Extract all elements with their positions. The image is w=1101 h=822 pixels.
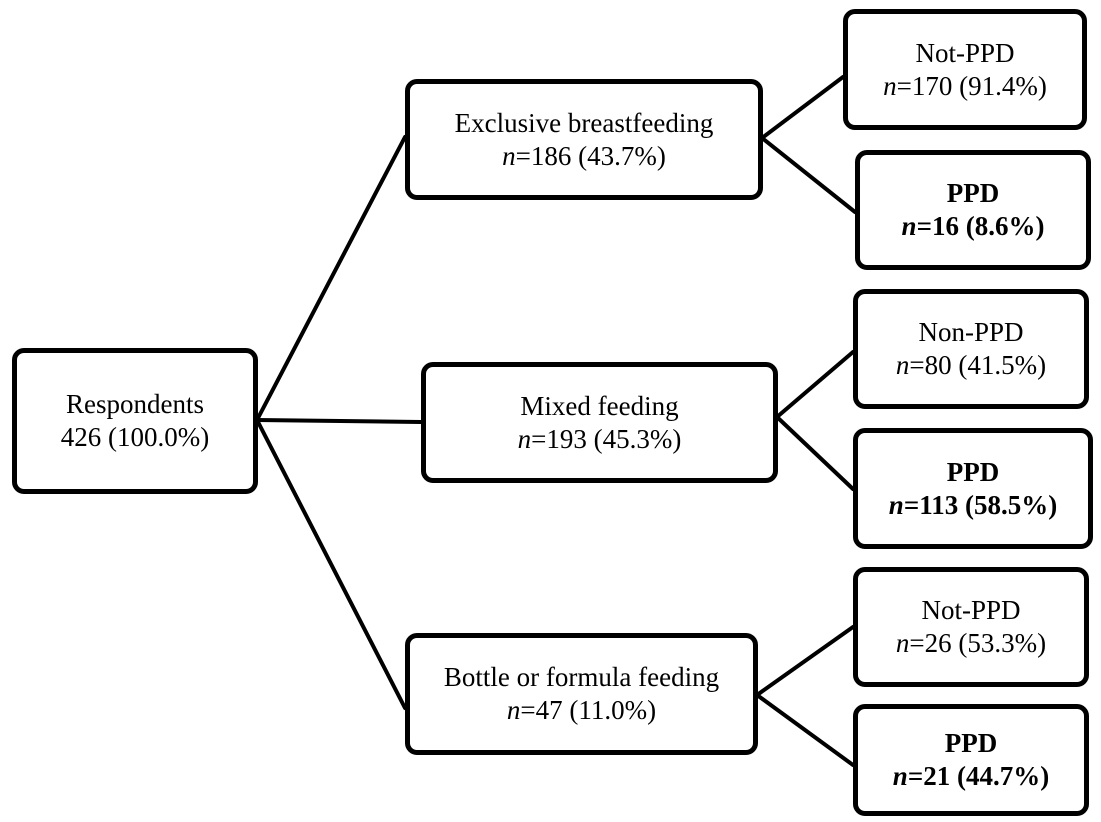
outcome-value: =21 (44.7%) (907, 761, 1050, 791)
n-symbol: n (892, 761, 908, 791)
connector-root-to-mixed (255, 418, 423, 424)
n-symbol: n (502, 140, 516, 171)
node-bottle-not-ppd: Not-PPD n=26 (53.3%) (853, 567, 1089, 687)
outcome-value: =170 (91.4%) (896, 70, 1047, 101)
node-bottle-label: Bottle or formula feeding (443, 662, 720, 693)
outcome-value: =113 (58.5%) (903, 489, 1058, 520)
node-bottle-formula-feeding: Bottle or formula feeding n=47 (11.0%) (405, 633, 758, 755)
node-exclusive-value: =186 (43.7%) (515, 140, 666, 171)
outcome-value: =26 (53.3%) (909, 628, 1047, 658)
node-mixed-ppd: PPD n=113 (58.5%) (853, 428, 1093, 549)
outcome-count: n=80 (41.5%) (896, 349, 1046, 382)
outcome-count: n=16 (8.6%) (902, 210, 1045, 243)
connector-exclusive-to-ppd (760, 136, 857, 214)
connector-mixed-to-nonppd (775, 350, 855, 419)
outcome-label: PPD (946, 178, 1000, 209)
n-symbol: n (895, 628, 910, 658)
outcome-count: n=21 (44.7%) (893, 760, 1049, 793)
n-symbol: n (888, 489, 904, 520)
node-respondents-value: 426 (100.0%) (60, 422, 210, 452)
node-exclusive-ppd: PPD n=16 (8.6%) (855, 150, 1091, 270)
outcome-count: n=170 (91.4%) (883, 70, 1047, 103)
node-respondents: Respondents 426 (100.0%) (12, 348, 258, 494)
n-symbol: n (517, 423, 532, 454)
outcome-count: n=113 (58.5%) (889, 489, 1057, 522)
n-symbol: n (506, 695, 521, 725)
n-symbol: n (901, 211, 917, 241)
node-exclusive-count: n=186 (43.7%) (502, 140, 666, 173)
outcome-value: =16 (8.6%) (916, 211, 1045, 241)
outcome-label: PPD (944, 728, 998, 759)
node-exclusive-breastfeeding: Exclusive breastfeeding n=186 (43.7%) (405, 79, 763, 200)
connector-root-to-bottle (255, 418, 407, 710)
outcome-count: n=26 (53.3%) (896, 627, 1046, 660)
connector-bottle-to-notppd (755, 625, 855, 697)
node-mixed-value: =193 (45.3%) (531, 423, 682, 454)
connector-bottle-to-ppd (755, 693, 855, 767)
n-symbol: n (895, 350, 910, 380)
connector-exclusive-to-notppd (760, 75, 845, 140)
node-mixed-feeding: Mixed feeding n=193 (45.3%) (421, 362, 778, 483)
outcome-label: Not-PPD (915, 37, 1015, 68)
node-mixed-count: n=193 (45.3%) (518, 423, 682, 456)
node-bottle-value: =47 (11.0%) (520, 695, 657, 725)
node-respondents-label: Respondents (66, 389, 204, 420)
node-mixed-non-ppd: Non-PPD n=80 (41.5%) (853, 289, 1089, 409)
node-mixed-label: Mixed feeding (520, 390, 679, 421)
outcome-label: PPD (946, 456, 1000, 487)
node-bottle-ppd: PPD n=21 (44.7%) (853, 704, 1089, 816)
node-exclusive-not-ppd: Not-PPD n=170 (91.4%) (843, 9, 1087, 130)
connector-root-to-exclusive (255, 135, 407, 422)
outcome-value: =80 (41.5%) (909, 350, 1047, 380)
connector-mixed-to-ppd (775, 415, 855, 491)
node-bottle-count: n=47 (11.0%) (507, 694, 656, 727)
outcome-label: Not-PPD (921, 595, 1021, 626)
node-exclusive-label: Exclusive breastfeeding (454, 107, 714, 138)
n-symbol: n (883, 70, 897, 101)
outcome-label: Non-PPD (918, 317, 1024, 348)
